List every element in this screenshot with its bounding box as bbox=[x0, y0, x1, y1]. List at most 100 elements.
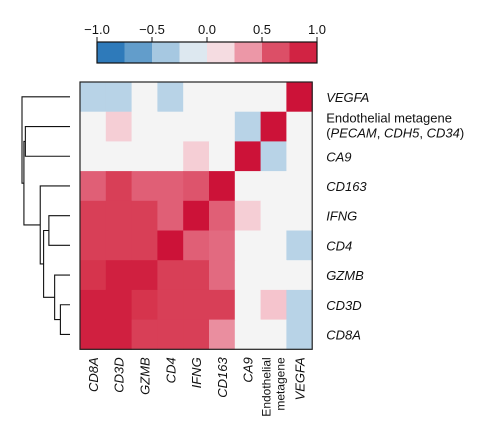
heatmap-cell bbox=[80, 171, 107, 202]
colorbar-segment bbox=[124, 42, 153, 63]
column-label: CD8A bbox=[86, 357, 101, 392]
dendrogram-branch bbox=[39, 185, 70, 265]
heatmap-cell bbox=[105, 141, 133, 172]
heatmap-cell bbox=[234, 171, 262, 202]
heatmap-cell bbox=[183, 319, 210, 350]
heatmap-cell bbox=[183, 260, 210, 291]
colorbar-segment bbox=[262, 42, 290, 63]
column-label: GZMB bbox=[138, 357, 153, 395]
heatmap-cell bbox=[183, 289, 210, 321]
heatmap-cell bbox=[234, 200, 262, 231]
colorbar-tick-label: 0.5 bbox=[253, 22, 271, 37]
heatmap-cell bbox=[105, 289, 133, 321]
heatmap-cell bbox=[209, 260, 236, 291]
row-label: CD3D bbox=[326, 298, 361, 313]
row-label: VEGFA bbox=[326, 90, 369, 105]
colorbar-segment bbox=[152, 42, 180, 63]
colorbar-segment bbox=[289, 42, 318, 63]
heatmap-cell bbox=[260, 289, 287, 321]
heatmap-cell bbox=[105, 319, 133, 350]
row-label: CA9 bbox=[326, 149, 351, 164]
column-label: CD3D bbox=[112, 357, 127, 392]
heatmap-cell bbox=[131, 171, 158, 202]
heatmap-cell bbox=[286, 171, 313, 202]
heatmap-cell bbox=[131, 260, 158, 291]
heatmap-cell bbox=[183, 171, 210, 202]
heatmap-cell bbox=[183, 230, 210, 261]
dendrogram-branch bbox=[54, 274, 70, 321]
heatmap-cell bbox=[157, 111, 184, 142]
heatmap-cell bbox=[286, 319, 313, 350]
column-label: VEGFA bbox=[292, 357, 307, 400]
heatmap-cell bbox=[260, 260, 287, 291]
heatmap-cell bbox=[286, 260, 313, 291]
heatmap-cell bbox=[183, 141, 210, 172]
heatmap-cell bbox=[80, 111, 107, 142]
column-label: CA9 bbox=[241, 357, 256, 382]
heatmap-cell bbox=[131, 200, 158, 231]
heatmap-cell bbox=[131, 111, 158, 142]
heatmap-cell bbox=[80, 230, 107, 261]
colorbar-tick-label: −1.0 bbox=[84, 22, 110, 37]
heatmap-cell bbox=[183, 111, 210, 142]
dendrogram-branch bbox=[24, 126, 70, 157]
heatmap-cell bbox=[157, 171, 184, 202]
heatmap-cell bbox=[131, 289, 158, 321]
row-label: GZMB bbox=[326, 268, 364, 283]
colorbar-segment bbox=[179, 42, 208, 63]
heatmap-cell bbox=[209, 111, 236, 142]
row-label: CD8A bbox=[326, 327, 361, 342]
column-label: Endothelial bbox=[260, 357, 274, 416]
heatmap-cell bbox=[183, 82, 210, 113]
heatmap-cell bbox=[80, 319, 107, 350]
heatmap-cell bbox=[234, 141, 262, 172]
heatmap-cell bbox=[131, 141, 158, 172]
heatmap-border bbox=[79, 81, 313, 350]
heatmap-cell bbox=[157, 141, 184, 172]
dendrogram-branch bbox=[48, 215, 70, 246]
heatmap-cell bbox=[260, 230, 287, 261]
heatmap-cell bbox=[131, 230, 158, 261]
heatmap-cell bbox=[80, 260, 107, 291]
heatmap-cell bbox=[260, 111, 287, 142]
heatmap-cell bbox=[209, 230, 236, 261]
heatmap-cell bbox=[105, 111, 133, 142]
heatmap-cell bbox=[80, 200, 107, 231]
colorbar-tick-label: 0.0 bbox=[198, 22, 216, 37]
heatmap-cell bbox=[260, 82, 287, 113]
heatmap-cell bbox=[260, 171, 287, 202]
heatmap-cell bbox=[105, 260, 133, 291]
heatmap-cell bbox=[260, 200, 287, 231]
heatmap-cell bbox=[209, 289, 236, 321]
heatmap-cell bbox=[105, 82, 133, 113]
heatmap-cell bbox=[286, 141, 313, 172]
column-labels: CD8A CD3D GZMB CD4 IFNG CD163 CA9 Endothelial me… bbox=[86, 357, 307, 417]
heatmap-cell bbox=[157, 82, 184, 113]
row-label-subtitle: (PECAM, CDH5, CD34) bbox=[326, 126, 464, 141]
heatmap-cell bbox=[157, 200, 184, 231]
heatmap-cell bbox=[105, 171, 133, 202]
row-labels: VEGFA Endothelial metagene(PECAM, CDH5, C… bbox=[326, 90, 464, 343]
colorbar: −1.0 −0.5 0.0 0.5 1.0 bbox=[84, 22, 326, 64]
heatmap-cell bbox=[80, 289, 107, 321]
row-dendrogram bbox=[21, 96, 70, 335]
colorbar-segment bbox=[207, 42, 235, 63]
heatmap-cell bbox=[286, 230, 313, 261]
colorbar-tick-label: −0.5 bbox=[139, 22, 165, 37]
heatmap-cell bbox=[209, 141, 236, 172]
heatmap-cell bbox=[209, 171, 236, 202]
row-label: CD4 bbox=[326, 238, 352, 253]
heatmap-cell bbox=[80, 82, 107, 113]
heatmap-cell bbox=[183, 200, 210, 231]
column-label: metagene bbox=[274, 357, 288, 411]
dendrogram-branch bbox=[59, 304, 70, 335]
heatmap-cell bbox=[260, 141, 287, 172]
heatmap-cell bbox=[105, 200, 133, 231]
heatmap-cell bbox=[157, 289, 184, 321]
column-label: CD4 bbox=[163, 357, 178, 383]
heatmap-cell bbox=[157, 260, 184, 291]
heatmap-cell bbox=[131, 82, 158, 113]
column-label: CD163 bbox=[215, 357, 230, 398]
